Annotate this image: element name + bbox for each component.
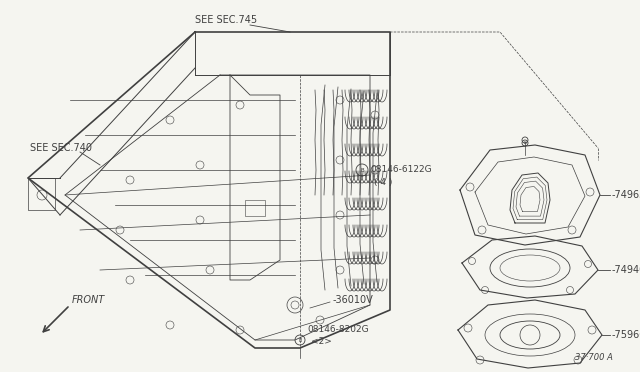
Text: -74963: -74963 xyxy=(612,190,640,200)
Text: 37·700 A: 37·700 A xyxy=(575,353,613,362)
Text: ( 4 ): ( 4 ) xyxy=(374,177,392,186)
Text: 08146-6122G: 08146-6122G xyxy=(370,166,431,174)
Text: 08146-8202G: 08146-8202G xyxy=(307,326,369,334)
Bar xyxy=(245,200,265,216)
Text: -36010V: -36010V xyxy=(333,295,374,305)
Text: B: B xyxy=(524,141,527,145)
Text: FRONT: FRONT xyxy=(72,295,105,305)
Text: SEE SEC.745: SEE SEC.745 xyxy=(195,15,257,25)
Text: B: B xyxy=(360,167,364,173)
Text: -75960N: -75960N xyxy=(612,330,640,340)
Text: -74940: -74940 xyxy=(612,265,640,275)
Text: <2>: <2> xyxy=(311,337,332,346)
Text: B: B xyxy=(298,337,301,343)
Text: SEE SEC.740: SEE SEC.740 xyxy=(30,143,92,153)
